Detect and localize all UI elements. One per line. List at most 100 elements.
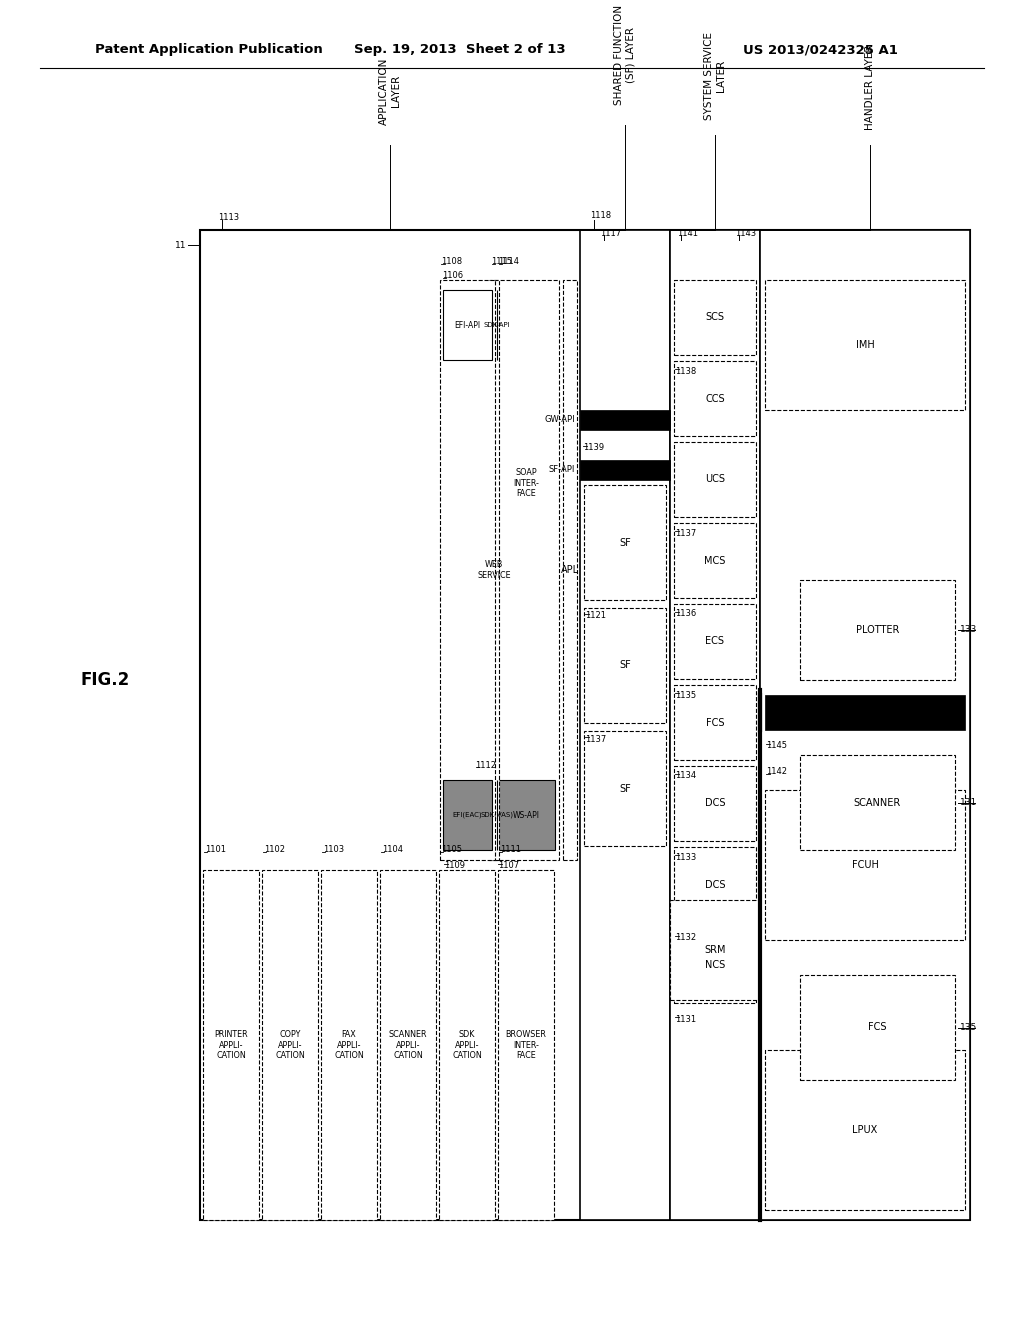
Bar — [674, 360, 756, 436]
Bar — [584, 731, 666, 846]
Bar — [674, 685, 756, 760]
Text: SF-API: SF-API — [549, 466, 575, 474]
Text: SF: SF — [620, 784, 631, 793]
Text: Sep. 19, 2013  Sheet 2 of 13: Sep. 19, 2013 Sheet 2 of 13 — [354, 44, 566, 57]
Text: SCANNER: SCANNER — [854, 797, 901, 808]
Text: 135: 135 — [961, 1023, 977, 1032]
Bar — [443, 290, 492, 360]
Text: SRM: SRM — [705, 945, 726, 954]
Text: LPUX: LPUX — [852, 1125, 878, 1135]
Text: HANDLER LAYER: HANDLER LAYER — [865, 45, 874, 129]
Text: 1109: 1109 — [444, 862, 465, 870]
Bar — [674, 280, 756, 355]
Bar — [440, 280, 495, 861]
Bar — [498, 870, 554, 1220]
Bar — [380, 870, 436, 1220]
Text: IMH: IMH — [856, 341, 874, 350]
Bar — [200, 230, 970, 1220]
Bar — [674, 523, 756, 598]
Text: 131: 131 — [961, 799, 977, 807]
Text: NCS: NCS — [705, 961, 725, 970]
Text: 1131: 1131 — [675, 1015, 696, 1023]
Text: 1111: 1111 — [500, 846, 521, 854]
Text: US 2013/0242325 A1: US 2013/0242325 A1 — [742, 44, 897, 57]
Text: WS-API: WS-API — [512, 810, 540, 820]
Text: RAPI(PCI): RAPI(PCI) — [846, 708, 885, 717]
Text: FCS: FCS — [706, 718, 724, 727]
Bar — [580, 411, 670, 430]
Bar — [674, 928, 756, 1003]
Text: 1138: 1138 — [675, 367, 696, 375]
Bar — [262, 870, 318, 1220]
Text: SF: SF — [620, 537, 631, 548]
Text: EFI(EAC): EFI(EAC) — [453, 812, 482, 818]
Text: 1104: 1104 — [382, 846, 403, 854]
Bar — [674, 442, 756, 517]
Bar — [321, 870, 377, 1220]
Bar — [580, 230, 670, 1220]
Text: FAX
APPLI-
CATION: FAX APPLI- CATION — [334, 1030, 364, 1060]
Bar — [443, 780, 492, 850]
Text: SF: SF — [620, 660, 631, 671]
Text: 1112: 1112 — [475, 760, 496, 770]
Text: FCS: FCS — [868, 1023, 887, 1032]
Bar — [580, 459, 670, 480]
Bar — [584, 484, 666, 601]
Bar — [584, 609, 666, 723]
Text: FCUH: FCUH — [852, 861, 879, 870]
Text: 1121: 1121 — [585, 611, 606, 620]
Text: 1118: 1118 — [590, 210, 611, 219]
Text: ECS: ECS — [706, 636, 725, 647]
Text: PRINTER
APPLI-
CATION: PRINTER APPLI- CATION — [214, 1030, 248, 1060]
Text: 1142: 1142 — [766, 767, 787, 776]
Text: 1103: 1103 — [323, 846, 344, 854]
Bar — [760, 230, 970, 1220]
Text: UCS: UCS — [705, 474, 725, 484]
Text: 1113: 1113 — [218, 213, 240, 222]
Text: 1139: 1139 — [583, 444, 604, 453]
Text: COPY
APPLI-
CATION: COPY APPLI- CATION — [275, 1030, 305, 1060]
Bar — [670, 230, 760, 1220]
Text: DCS: DCS — [705, 799, 725, 808]
Text: Patent Application Publication: Patent Application Publication — [95, 44, 323, 57]
Bar — [439, 870, 495, 1220]
Text: WEB
SERVICE: WEB SERVICE — [477, 560, 511, 579]
Text: 1106: 1106 — [442, 272, 463, 281]
Text: 1137: 1137 — [585, 734, 606, 743]
Text: FIG.2: FIG.2 — [80, 671, 130, 689]
Text: MCS: MCS — [705, 556, 726, 565]
Bar — [765, 280, 965, 411]
Bar — [765, 696, 965, 730]
Text: 1105: 1105 — [441, 846, 462, 854]
Text: SDK
APPLI-
CATION: SDK APPLI- CATION — [453, 1030, 482, 1060]
Text: 1114: 1114 — [498, 257, 519, 267]
Text: APPLICATION
LAYER: APPLICATION LAYER — [379, 58, 400, 125]
Bar — [497, 780, 555, 850]
Text: 1137: 1137 — [675, 528, 696, 537]
Text: 11: 11 — [174, 240, 186, 249]
Bar — [489, 280, 499, 861]
Bar — [493, 280, 559, 861]
Bar — [800, 579, 955, 680]
Text: 1133: 1133 — [675, 853, 696, 862]
Bar — [674, 847, 756, 921]
Bar — [670, 900, 760, 1001]
Text: 1108: 1108 — [441, 257, 462, 267]
Bar — [765, 789, 965, 940]
Text: SCANNER
APPLI-
CATION: SCANNER APPLI- CATION — [389, 1030, 427, 1060]
Text: SCS: SCS — [706, 313, 725, 322]
Text: 1115: 1115 — [490, 257, 512, 267]
Text: SYSTEM SERVICE
LATER: SYSTEM SERVICE LATER — [705, 32, 726, 120]
Text: PLOTTER: PLOTTER — [856, 624, 899, 635]
Bar — [203, 870, 259, 1220]
Text: SHARED FUNCTION
(SF) LAYER: SHARED FUNCTION (SF) LAYER — [614, 5, 636, 106]
Bar — [674, 766, 756, 841]
Bar — [563, 280, 577, 861]
Text: 1107: 1107 — [498, 862, 519, 870]
Bar — [765, 1049, 965, 1210]
Text: 1102: 1102 — [264, 846, 285, 854]
Text: 1117: 1117 — [600, 228, 622, 238]
Bar — [800, 755, 955, 850]
Text: SOAP
INTER-
FACE: SOAP INTER- FACE — [513, 469, 539, 498]
Text: GW-API: GW-API — [545, 416, 575, 425]
